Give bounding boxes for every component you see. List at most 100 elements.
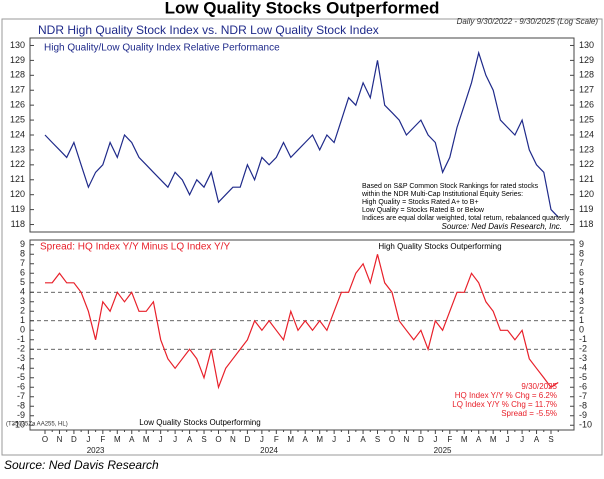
x-tick-label: A <box>303 435 309 444</box>
y-tick-label: 120 <box>10 189 25 199</box>
y-tick-label: -9 <box>17 410 25 420</box>
y-tick-label: -7 <box>579 391 587 401</box>
x-tick-label: F <box>100 435 105 444</box>
x-tick-label: M <box>490 435 497 444</box>
y-tick-label: 8 <box>579 249 584 259</box>
y-tick-label: 123 <box>579 144 594 154</box>
y-tick-label: 118 <box>579 219 593 229</box>
x-tick-label: M <box>114 435 121 444</box>
y-tick-label: 122 <box>10 159 25 169</box>
x-tick-label: N <box>404 435 410 444</box>
x-tick-label: D <box>245 435 251 444</box>
y-tick-label: 3 <box>579 296 584 306</box>
chart-code: (T35035Za AA255, HL) <box>6 422 68 428</box>
x-tick-label: J <box>506 435 510 444</box>
x-tick-label: M <box>461 435 468 444</box>
x-tick-label: S <box>201 435 206 444</box>
x-tick-label: A <box>187 435 193 444</box>
panel-title: NDR High Quality Stock Index vs. NDR Low… <box>38 23 379 37</box>
y-tick-label: 124 <box>579 129 594 139</box>
x-tick-label: J <box>173 435 177 444</box>
panel-frame <box>29 239 575 431</box>
y-tick-label: 130 <box>579 40 594 50</box>
y-tick-label: 6 <box>579 268 584 278</box>
x-tick-label: D <box>418 435 424 444</box>
x-tick-label: F <box>447 435 452 444</box>
x-tick-label: M <box>316 435 323 444</box>
y-tick-label: 126 <box>579 100 594 110</box>
x-tick-label: J <box>332 435 336 444</box>
y-tick-label: 4 <box>20 287 25 297</box>
y-tick-label: 127 <box>579 85 594 95</box>
y-tick-label: 5 <box>20 277 25 287</box>
y-tick-label: -5 <box>17 372 25 382</box>
y-tick-label: 2 <box>579 306 584 316</box>
y-tick-label: 3 <box>20 296 25 306</box>
annotation: Based on S&P Common Stock Rankings for r… <box>362 183 539 190</box>
x-tick-label: S <box>375 435 380 444</box>
x-tick-label: F <box>274 435 279 444</box>
annotation: 9/30/2025 <box>521 382 557 391</box>
y-tick-label: 9 <box>20 239 25 249</box>
annotation: Indices are equal dollar weighted, total… <box>362 215 570 222</box>
y-tick-label: 118 <box>11 219 25 229</box>
y-tick-label: 119 <box>11 204 25 214</box>
y-tick-label: 130 <box>10 40 25 50</box>
y-tick-label: -5 <box>579 372 587 382</box>
y-tick-label: 2 <box>20 306 25 316</box>
y-tick-label: 128 <box>579 70 594 80</box>
y-tick-label: 8 <box>20 249 25 259</box>
y-tick-label: 4 <box>579 287 584 297</box>
year-label: 2024 <box>260 446 278 455</box>
annotation: Low Quality = Stocks Rated B or Below <box>362 207 485 214</box>
annotation: within the NDR Multi-Cap Institutional E… <box>361 191 523 198</box>
y-tick-label: -1 <box>579 334 587 344</box>
annotation: Low Quality Stocks Outperforming <box>139 418 260 427</box>
annotation: LQ Index Y/Y % Chg = 11.7% <box>452 400 557 409</box>
y-tick-label: 119 <box>579 204 593 214</box>
x-tick-label: M <box>143 435 150 444</box>
y-tick-label: 9 <box>579 239 584 249</box>
y-tick-label: 121 <box>579 174 594 184</box>
y-tick-label: 127 <box>10 85 25 95</box>
series-line <box>44 50 559 218</box>
x-tick-label: A <box>534 435 540 444</box>
x-tick-label: J <box>159 435 163 444</box>
y-tick-label: -6 <box>579 382 587 392</box>
x-tick-label: D <box>71 435 77 444</box>
year-label: 2023 <box>87 446 105 455</box>
y-tick-label: 0 <box>579 325 584 335</box>
y-tick-label: 123 <box>10 144 25 154</box>
x-tick-label: O <box>389 435 395 444</box>
x-tick-label: S <box>548 435 553 444</box>
x-tick-label: J <box>86 435 90 444</box>
y-tick-label: -10 <box>12 420 25 430</box>
y-tick-label: 124 <box>10 129 25 139</box>
y-tick-label: -8 <box>579 401 587 411</box>
source: Source: Ned Davis Research <box>4 458 159 472</box>
x-tick-label: J <box>520 435 524 444</box>
year-label: 2025 <box>434 446 452 455</box>
y-tick-label: 0 <box>20 325 25 335</box>
y-tick-label: -10 <box>579 420 592 430</box>
y-tick-label: 1 <box>20 315 25 325</box>
y-tick-label: 7 <box>20 258 25 268</box>
y-tick-label: 129 <box>10 55 25 65</box>
y-tick-label: 5 <box>579 277 584 287</box>
y-tick-label: -3 <box>579 353 587 363</box>
y-tick-label: 1 <box>579 315 584 325</box>
annotation: High Quality Stocks Outperforming <box>378 242 501 251</box>
y-tick-label: -3 <box>17 353 25 363</box>
x-tick-label: A <box>476 435 482 444</box>
legend-label: Spread: HQ Index Y/Y Minus LQ Index Y/Y <box>40 242 230 253</box>
y-tick-label: 125 <box>579 114 594 124</box>
y-tick-label: -2 <box>579 344 587 354</box>
series-line <box>45 254 559 390</box>
chart-title: Low Quality Stocks Outperformed <box>165 0 440 17</box>
y-tick-label: -2 <box>17 344 25 354</box>
chart-frame <box>1 18 603 456</box>
y-tick-label: -6 <box>17 382 25 392</box>
annotation: HQ Index Y/Y % Chg = 6.2% <box>455 391 557 400</box>
y-tick-label: -1 <box>17 334 25 344</box>
